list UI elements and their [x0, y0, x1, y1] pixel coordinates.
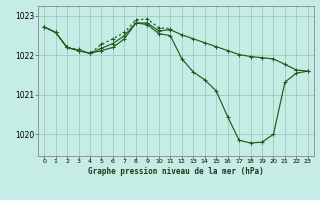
- X-axis label: Graphe pression niveau de la mer (hPa): Graphe pression niveau de la mer (hPa): [88, 167, 264, 176]
